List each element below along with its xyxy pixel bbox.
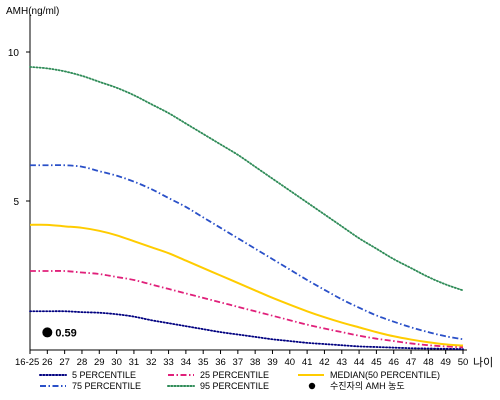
legend-label-25-percentile: 25 PERCENTILE [200,370,269,380]
x-tick-label: 28 [77,357,88,368]
x-tick-label: 45 [371,357,382,368]
legend-label-95-percentile: 95 PERCENTILE [200,381,269,391]
x-tick-label: 49 [440,357,451,368]
x-tick-label: 26 [42,357,53,368]
y-axis-label: AMH(ng/ml) [6,6,59,17]
x-tick-label: 41 [302,357,313,368]
x-tick-label: 37 [233,357,244,368]
x-tick-label: 33 [163,357,174,368]
x-tick-label: 29 [94,357,105,368]
series-lines [29,66,464,351]
series-line-95-percentile [29,66,464,292]
patient-amh-value-label: 0.59 [55,327,76,339]
x-tick-label: 27 [59,357,70,368]
x-tick-label: 47 [406,357,417,368]
chart-legend: 5 PERCENTILE 25 PERCENTILE MEDIAN(50 PERCE… [39,370,440,391]
x-tick-label: 32 [146,357,157,368]
x-tick-label: 30 [111,357,122,368]
series-line-75-percentile [30,164,464,341]
x-tick-label: 39 [267,357,278,368]
legend-swatch-patient-point [308,382,316,390]
legend-label-75-percentile: 75 PERCENTILE [72,381,141,391]
x-tick-label: 38 [250,357,261,368]
y-tick-label: 5 [13,197,19,208]
x-tick-label: 40 [285,357,296,368]
x-tick-label: 34 [181,357,192,368]
x-tick-label: 16-25 [15,357,39,368]
x-tick-label: 36 [215,357,226,368]
x-tick-label: 50 [458,357,469,368]
patient-amh-point [42,327,53,338]
legend-label-median-50-percentile: MEDIAN(50 PERCENTILE) [330,370,440,380]
y-tick-label: 10 [8,48,20,59]
patient-point-layer: 0.59 [42,327,77,339]
x-tick-label: 35 [198,357,209,368]
x-tick-label: 48 [423,357,434,368]
x-tick-label: 43 [336,357,347,368]
legend-label-patient-point: 수진자의 AMH 농도 [330,381,405,391]
chart-axes: AMH(ng/ml) 5 10 16-25 26 27 28 29 30 31 32 33 34 35 36… [6,6,493,369]
x-tick-label: 46 [388,357,399,368]
series-line-median-50-percentile [29,223,464,347]
x-tick-label: 31 [129,357,140,368]
x-tick-label: 44 [354,357,365,368]
x-axis-label: 나이 [473,356,493,369]
series-line-5-percentile [29,310,464,351]
legend-label-5-percentile: 5 PERCENTILE [72,370,136,380]
x-tick-label: 42 [319,357,330,368]
